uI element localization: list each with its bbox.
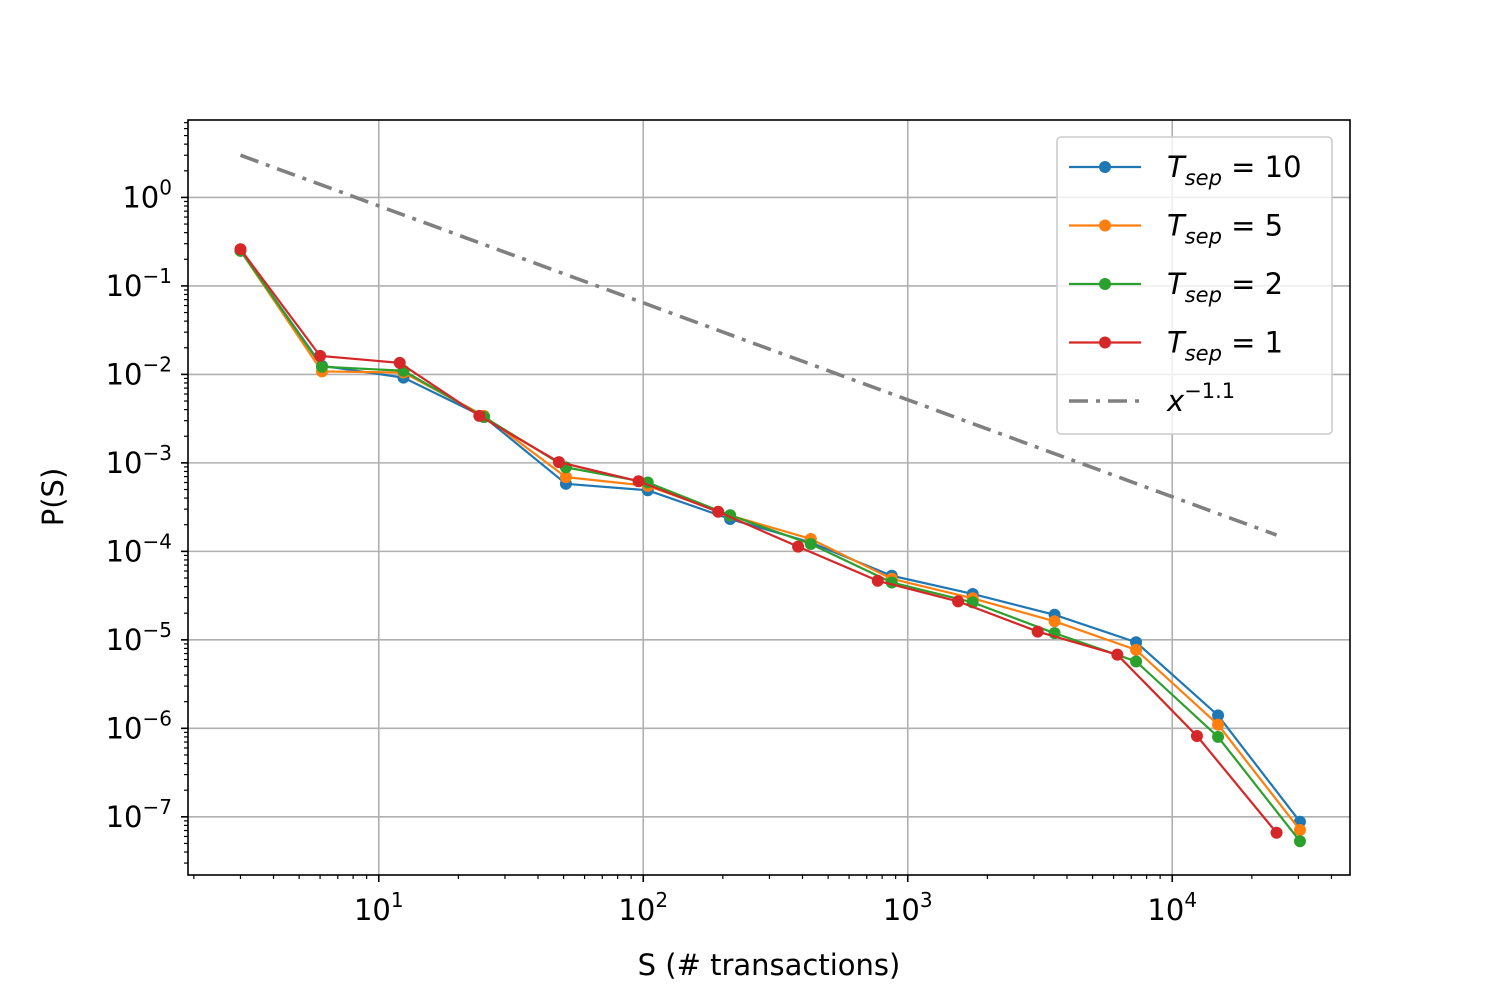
series-line <box>239 248 1278 834</box>
y-tick-base: 10 <box>106 534 143 568</box>
y-tick-label: 10−2 <box>106 352 172 391</box>
legend-frame <box>1056 136 1333 435</box>
data-point <box>559 471 572 484</box>
legend-label: Tsep = 1 <box>1167 326 1283 366</box>
grid <box>188 120 1350 875</box>
x-tick-label: 102 <box>618 888 668 927</box>
y-tick-base: 10 <box>122 180 159 214</box>
data-point <box>393 356 406 369</box>
y-tick-exponent: −6 <box>143 706 172 730</box>
plot-frame <box>187 119 1351 876</box>
legend-label-exponent: −1.1 <box>1184 379 1235 403</box>
x-tick-base: 10 <box>883 893 920 927</box>
major-ticks <box>181 196 1174 882</box>
data-point <box>1130 643 1143 656</box>
series-t-sep-1 <box>234 243 1283 839</box>
y-tick-base: 10 <box>106 269 143 303</box>
data-point <box>234 243 247 256</box>
data-point <box>1293 823 1306 836</box>
y-tick-label: 10−7 <box>106 795 172 834</box>
legend-label-value: = 1 <box>1222 326 1283 360</box>
series-layer <box>234 153 1306 848</box>
y-axis-label: P(S) <box>36 468 70 527</box>
legend-label: x−1.1 <box>1166 379 1235 418</box>
y-tick-label: 10−6 <box>106 706 172 745</box>
y-tick-base: 10 <box>106 357 143 391</box>
series-line <box>239 153 1278 537</box>
legend-marker <box>1099 278 1111 290</box>
data-point <box>473 409 486 422</box>
data-point <box>1212 709 1225 722</box>
y-tick-base: 10 <box>106 623 143 657</box>
legend-label-value: = 5 <box>1222 209 1283 243</box>
legend-marker <box>1099 336 1111 349</box>
y-tick-exponent: −5 <box>143 618 172 642</box>
legend-label-main: x <box>1166 384 1185 418</box>
data-point <box>1270 826 1283 839</box>
x-tick-exponent: 1 <box>391 888 404 912</box>
legend-marker <box>1099 219 1111 232</box>
x-tick-exponent: 2 <box>655 888 668 912</box>
legend-label-main: T <box>1167 150 1187 184</box>
legend-label-subscript: sep <box>1185 225 1222 249</box>
y-tick-exponent: −7 <box>143 795 172 819</box>
legend-label-value: = 10 <box>1222 150 1302 184</box>
x-tick-label: 103 <box>883 888 933 927</box>
x-tick-exponent: 4 <box>1184 888 1197 912</box>
y-tick-exponent: −1 <box>143 264 172 288</box>
data-point <box>1048 615 1061 628</box>
data-point <box>792 540 805 553</box>
y-tick-label: 10−1 <box>106 264 172 303</box>
y-tick-label: 10−5 <box>106 618 172 657</box>
data-point <box>1111 648 1124 661</box>
data-point <box>1212 718 1225 731</box>
y-tick-base: 10 <box>106 711 143 745</box>
x-axis-label: S (# transactions) <box>638 948 901 982</box>
y-tick-exponent: −4 <box>143 529 172 553</box>
legend-marker <box>1099 161 1111 173</box>
x-tick-base: 10 <box>618 893 655 927</box>
y-tick-base: 10 <box>106 446 143 480</box>
x-tick-label: 104 <box>1147 888 1197 927</box>
data-point <box>315 360 328 373</box>
legend-label-main: T <box>1167 326 1187 360</box>
legend-label-value: = 2 <box>1222 267 1283 301</box>
data-point <box>712 505 725 518</box>
data-point <box>804 538 817 551</box>
x-tick-base: 10 <box>1147 893 1184 927</box>
data-point <box>1031 625 1044 638</box>
y-tick-label: 10−4 <box>106 529 172 568</box>
y-tick-label: 100 <box>122 175 172 214</box>
data-point <box>1293 835 1306 848</box>
x-tick-base: 10 <box>354 893 391 927</box>
tick-labels: 101 102 103 10410010−110−210−310−410−510−61… <box>106 175 1197 927</box>
y-tick-exponent: −2 <box>143 352 172 376</box>
legend-label-main: T <box>1167 267 1187 301</box>
legend-label-subscript: sep <box>1185 166 1222 190</box>
y-tick-base: 10 <box>106 800 143 834</box>
series-line <box>239 250 1301 831</box>
legend-label: Tsep = 10 <box>1167 150 1302 190</box>
y-tick-exponent: 0 <box>159 175 172 199</box>
data-point <box>632 475 645 488</box>
legend-label: Tsep = 2 <box>1167 267 1283 307</box>
data-point <box>314 349 327 362</box>
series-x-1-1 <box>239 153 1278 537</box>
x-tick-exponent: 3 <box>920 888 933 912</box>
data-point <box>1212 730 1225 743</box>
data-point <box>952 595 965 608</box>
data-point <box>1130 655 1143 668</box>
legend-label-subscript: sep <box>1185 283 1222 307</box>
legend-label-main: T <box>1167 209 1187 243</box>
x-tick-label: 101 <box>354 888 404 927</box>
legend-label-subscript: sep <box>1185 342 1222 366</box>
y-tick-exponent: −3 <box>143 441 172 465</box>
y-tick-label: 10−3 <box>106 441 172 480</box>
legend-label: Tsep = 5 <box>1167 209 1283 249</box>
data-point <box>1190 729 1203 742</box>
data-point <box>871 574 884 587</box>
data-point <box>552 456 565 469</box>
